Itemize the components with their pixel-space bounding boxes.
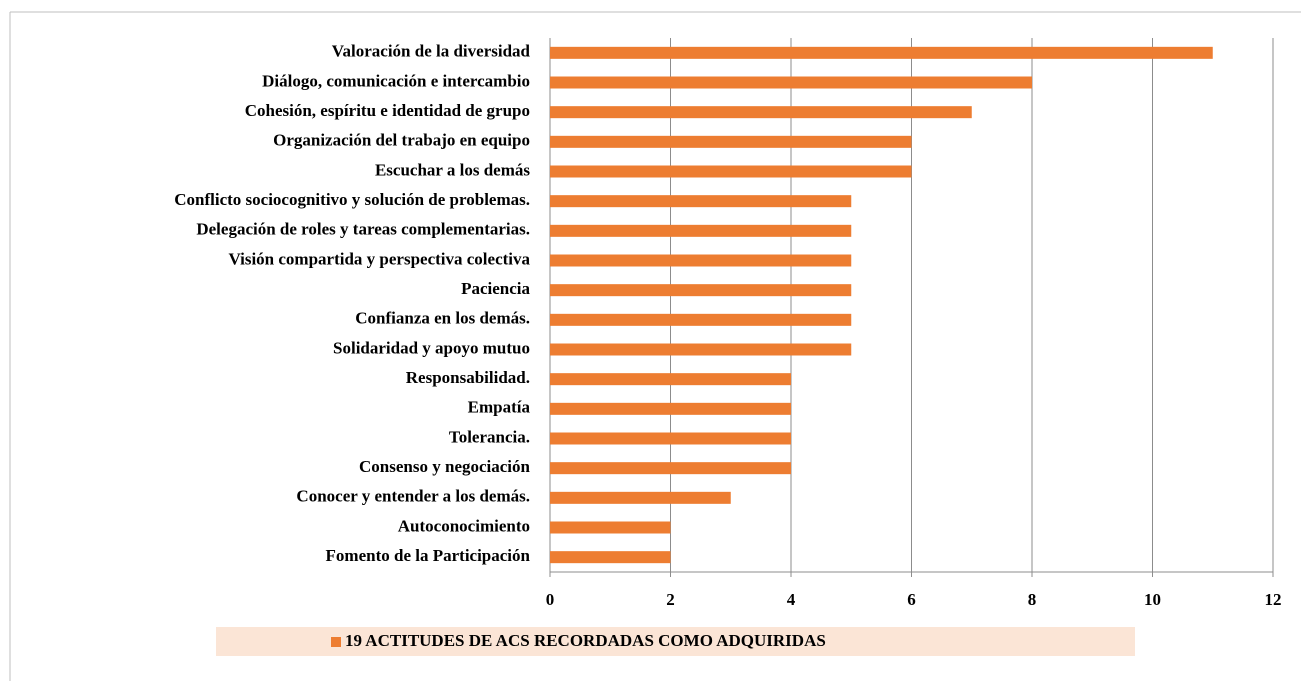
x-tick-label: 4: [787, 590, 796, 609]
y-tick-label: Responsabilidad.: [406, 368, 530, 387]
y-tick-label: Tolerancia.: [449, 427, 530, 446]
y-tick-label: Organización del trabajo en equipo: [273, 131, 530, 150]
y-tick-label: Consenso y negociación: [359, 457, 531, 476]
bar: [550, 284, 852, 297]
y-tick-label: Conflicto sociocognitivo y solución de p…: [174, 190, 530, 209]
x-tick-label: 0: [546, 590, 555, 609]
legend-label: 19 ACTITUDES DE ACS RECORDADAS COMO ADQU…: [345, 631, 826, 650]
bar: [550, 195, 852, 208]
y-tick-label: Visión compartida y perspectiva colectiv…: [228, 249, 530, 268]
y-tick-label: Cohesión, espíritu e identidad de grupo: [245, 101, 530, 120]
x-tick-label: 10: [1144, 590, 1161, 609]
bar: [550, 313, 852, 326]
bar: [550, 432, 791, 445]
bar: [550, 551, 671, 564]
bar: [550, 106, 972, 119]
y-tick-label: Fomento de la Participación: [326, 546, 531, 565]
x-tick-label: 12: [1265, 590, 1282, 609]
bar: [550, 254, 852, 267]
bar: [550, 76, 1032, 89]
y-tick-label: Escuchar a los demás: [375, 160, 530, 179]
bar: [550, 373, 791, 386]
y-tick-label: Autoconocimiento: [398, 516, 530, 535]
x-tick-label: 8: [1028, 590, 1037, 609]
bar: [550, 462, 791, 475]
legend-box: [216, 627, 1135, 656]
bar: [550, 46, 1213, 59]
y-tick-label: Solidaridad y apoyo mutuo: [333, 338, 530, 357]
y-tick-label: Empatía: [468, 398, 531, 417]
y-tick-label: Paciencia: [461, 279, 530, 298]
bar: [550, 224, 852, 237]
y-tick-label: Conocer y entender a los demás.: [296, 487, 530, 506]
y-tick-label: Valoración de la diversidad: [332, 42, 531, 61]
x-tick-label: 6: [907, 590, 916, 609]
y-tick-label: Diálogo, comunicación e intercambio: [262, 71, 530, 90]
bar: [550, 491, 731, 504]
bar: [550, 135, 912, 148]
y-tick-label: Delegación de roles y tareas complementa…: [196, 220, 530, 239]
bar: [550, 343, 852, 356]
legend-swatch: [331, 637, 341, 647]
bar: [550, 521, 671, 534]
bar: [550, 165, 912, 178]
bar: [550, 402, 791, 415]
y-tick-label: Confianza en los demás.: [355, 309, 530, 328]
x-tick-label: 2: [666, 590, 675, 609]
